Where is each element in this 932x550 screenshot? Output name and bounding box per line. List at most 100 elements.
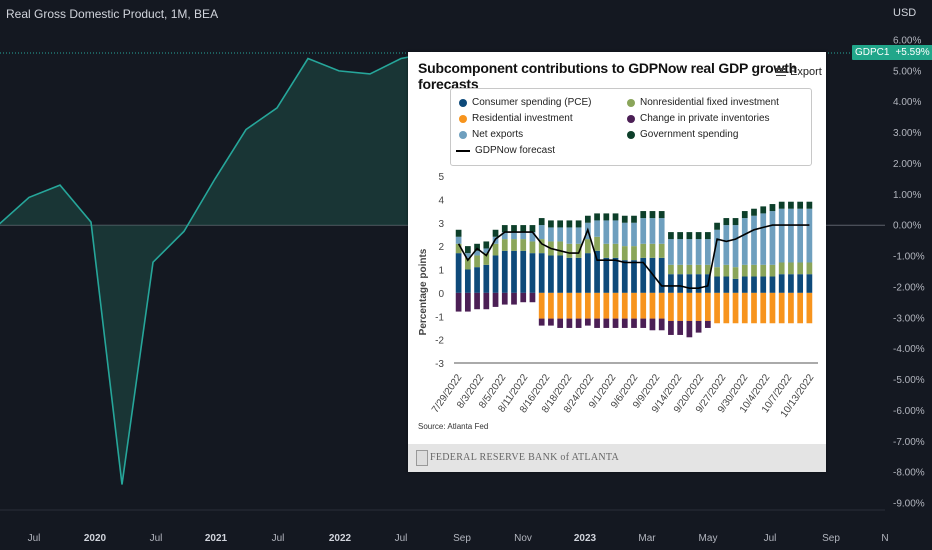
bar-segment: [640, 218, 647, 244]
bar-segment: [464, 257, 471, 270]
bar-segment: [474, 292, 480, 310]
bar-segment: [668, 274, 674, 293]
bar-segment: [640, 318, 647, 328]
bar-segment: [649, 318, 656, 331]
bar-segment: [695, 274, 702, 293]
y-tick-label: -1.00%: [893, 252, 925, 263]
bar-segment: [511, 232, 517, 240]
bar-segment: [741, 292, 748, 324]
bar-segment: [483, 241, 490, 249]
bar-segment: [631, 246, 637, 261]
bar-segment: [723, 292, 730, 324]
y-tick-label: 1.00%: [893, 190, 921, 201]
bar-segment: [778, 292, 785, 324]
export-button[interactable]: Export: [776, 66, 822, 78]
x-tick-label: Nov: [514, 533, 532, 544]
x-tick-label: 7/29/2022: [430, 372, 465, 415]
bar-segment: [529, 292, 536, 303]
legend-line: [456, 149, 470, 152]
y-tick-label: 5: [438, 172, 444, 183]
bar-segment: [621, 246, 628, 261]
bar-segment: [621, 222, 628, 247]
bar-segment: [455, 292, 462, 312]
bar-segment: [640, 243, 647, 258]
bar-segment: [658, 318, 665, 331]
bar-segment: [492, 243, 499, 256]
bar-segment: [806, 292, 813, 324]
x-tick-label: Jul: [150, 533, 163, 544]
bar-segment: [658, 218, 665, 244]
bar-segment: [566, 292, 573, 319]
bar-segment: [806, 208, 813, 263]
bar-segment: [788, 274, 794, 293]
bar-segment: [760, 276, 767, 293]
bar-segment: [455, 229, 462, 237]
bar-segment: [548, 292, 554, 319]
bar-segment: [575, 318, 582, 328]
gdpnow-overlay: 5 4 3 2 1 0 -1 -2 -3 Percentage points 7/29/2022 8/…: [408, 52, 826, 472]
bar-segment: [677, 292, 684, 321]
bar-segment: [751, 215, 757, 265]
bar-segment: [621, 260, 628, 293]
bar-segment: [501, 292, 508, 305]
bar-segment: [760, 264, 767, 277]
bar-segment: [649, 292, 656, 319]
bar-segment: [492, 255, 499, 293]
bar-segment: [603, 213, 610, 221]
y-tick-label: 0.00%: [893, 221, 921, 232]
legend-label: Nonresidential fixed investment: [640, 97, 779, 108]
legend-item-pce: Consumer spending (PCE): [459, 97, 592, 108]
bar-segment: [548, 318, 554, 326]
bar-segment: [474, 267, 480, 293]
x-tick-label: 2022: [329, 533, 352, 544]
x-tick-label: Mar: [638, 533, 656, 544]
bar-segment: [557, 241, 564, 256]
bar-segment: [612, 292, 619, 319]
bar-segment: [806, 274, 813, 293]
bar-segment: [603, 220, 610, 244]
bar-segment: [695, 320, 702, 333]
bar-segment: [769, 264, 776, 277]
bar-segment: [788, 262, 794, 275]
bar-segment: [640, 292, 647, 319]
bar-segment: [741, 218, 748, 265]
legend-item-government: Government spending: [627, 129, 738, 140]
bar-segment: [695, 232, 702, 240]
bar-segment: [631, 260, 637, 293]
bar-segment: [474, 255, 480, 268]
bar-segment: [714, 229, 720, 268]
footer-text: FEDERAL RESERVE BANK of ATLANTA: [430, 452, 619, 463]
bar-segment: [464, 269, 471, 293]
bar-segment: [797, 201, 804, 209]
y-tick-label: -2: [435, 336, 444, 347]
bar-segment: [538, 225, 545, 240]
x-tick-label: 2023: [574, 533, 597, 544]
bar-segment: [584, 292, 591, 319]
y-tick-label: -3: [435, 359, 444, 370]
legend-dot: [459, 114, 467, 123]
bar-segment: [732, 292, 739, 324]
bar-segment: [640, 257, 647, 293]
bar-segment: [492, 229, 499, 237]
bar-segment: [788, 201, 794, 209]
bar-segment: [566, 220, 573, 228]
bar-segment: [483, 292, 490, 310]
legend-item-netexports: Net exports: [459, 129, 523, 140]
legend-item-inventories: Change in private inventories: [627, 113, 770, 124]
bar-segment: [778, 262, 785, 275]
currency-label: USD: [893, 7, 917, 19]
legend-item-residential: Residential investment: [459, 113, 573, 124]
bar-segment: [668, 320, 674, 335]
bar-segment: [455, 243, 462, 254]
legend-dot: [459, 98, 467, 107]
bar-segment: [474, 250, 480, 256]
bar-segment: [612, 318, 619, 328]
x-tick-label: Jul: [28, 533, 41, 544]
y-tick-label: 2.00%: [893, 159, 921, 170]
bar-segment: [686, 292, 693, 321]
bar-segment: [704, 239, 711, 265]
bar-segment: [538, 239, 545, 254]
bar-segment: [557, 227, 564, 242]
bar-segment: [612, 220, 619, 244]
